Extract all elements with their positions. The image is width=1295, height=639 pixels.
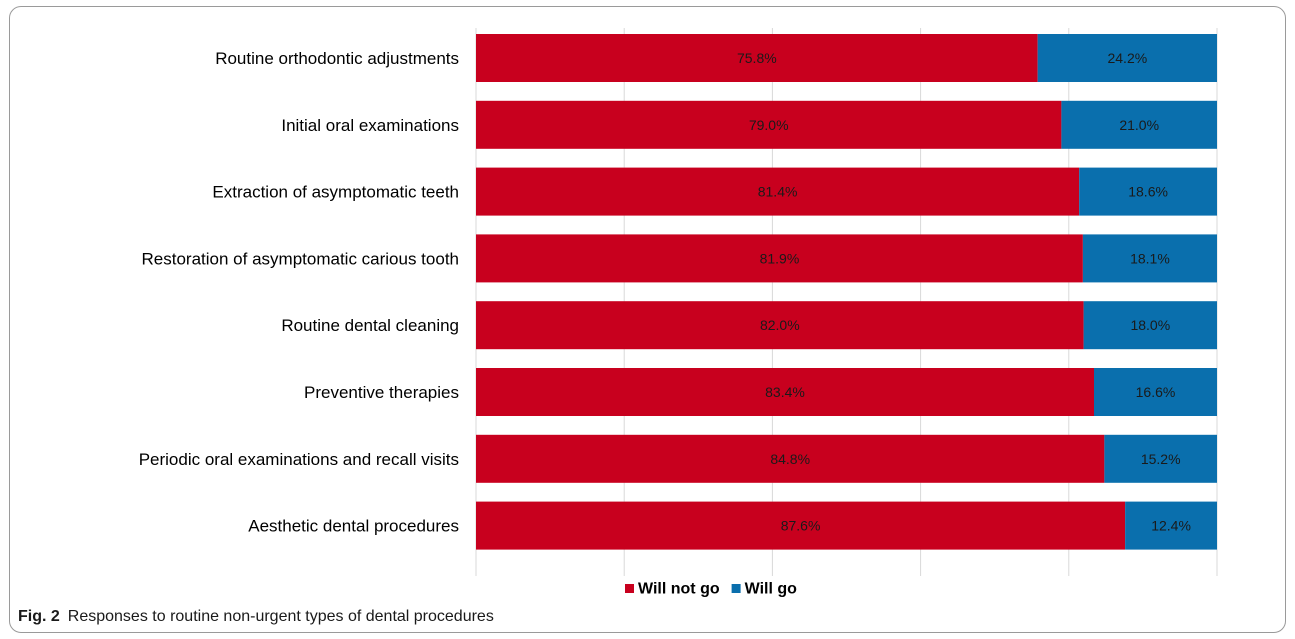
category-label: Restoration of asymptomatic carious toot… bbox=[142, 249, 459, 268]
data-label: 21.0% bbox=[1119, 117, 1159, 133]
figure-label: Fig. 2 bbox=[18, 608, 60, 625]
bar-will-go bbox=[1037, 34, 1217, 82]
labels: Routine orthodontic adjustments 75.8% 24.2… bbox=[139, 49, 1191, 536]
bar-will-not-go bbox=[476, 234, 1083, 283]
data-label: 18.6% bbox=[1128, 184, 1168, 200]
data-label: 15.2% bbox=[1141, 451, 1181, 467]
data-label: 18.1% bbox=[1130, 250, 1170, 266]
bar-will-not-go bbox=[476, 501, 1126, 550]
data-label: 81.9% bbox=[760, 250, 800, 266]
data-label: 75.8% bbox=[737, 50, 777, 66]
data-label: 81.4% bbox=[758, 184, 798, 200]
category-label: Routine orthodontic adjustments bbox=[215, 49, 459, 68]
figure-caption: Fig. 2 Responses to routine non-urgent ty… bbox=[18, 608, 494, 626]
data-label: 12.4% bbox=[1151, 518, 1191, 534]
bar-will-go bbox=[1061, 100, 1217, 149]
data-label: 79.0% bbox=[749, 117, 789, 133]
bar-will-go bbox=[1082, 234, 1217, 283]
bar-will-not-go bbox=[476, 34, 1038, 82]
category-label: Aesthetic dental procedures bbox=[248, 517, 459, 536]
bar-will-not-go bbox=[476, 301, 1084, 350]
bar-will-not-go bbox=[476, 434, 1105, 483]
data-label: 16.6% bbox=[1136, 384, 1176, 400]
category-label: Routine dental cleaning bbox=[281, 316, 459, 335]
legend-swatch bbox=[731, 584, 741, 593]
data-label: 82.0% bbox=[760, 317, 800, 333]
data-label: 87.6% bbox=[781, 518, 821, 534]
category-label: Extraction of asymptomatic teeth bbox=[212, 183, 459, 202]
bar-will-not-go bbox=[476, 167, 1080, 216]
bar-will-go bbox=[1125, 501, 1217, 550]
caption-text: Responses to routine non-urgent types of… bbox=[67, 608, 494, 625]
bar-will-not-go bbox=[476, 368, 1094, 416]
bar-will-go bbox=[1083, 301, 1217, 350]
legend-label: Will not go bbox=[638, 581, 720, 598]
bar-will-go bbox=[1093, 368, 1217, 416]
bar-will-go bbox=[1104, 434, 1217, 483]
legend: Will not go Will go bbox=[625, 581, 797, 598]
data-label: 24.2% bbox=[1107, 50, 1147, 66]
category-label: Preventive therapies bbox=[304, 383, 459, 402]
data-label: 84.8% bbox=[770, 451, 810, 467]
legend-swatch bbox=[625, 584, 634, 593]
bars bbox=[476, 34, 1217, 550]
data-label: 18.0% bbox=[1130, 317, 1170, 333]
legend-label: Will go bbox=[745, 581, 798, 598]
data-label: 83.4% bbox=[765, 384, 805, 400]
bar-will-go bbox=[1079, 167, 1217, 216]
bar-will-not-go bbox=[476, 100, 1062, 149]
category-label: Periodic oral examinations and recall vi… bbox=[139, 450, 459, 469]
bar-chart: Routine orthodontic adjustments 75.8% 24.2… bbox=[139, 28, 1218, 598]
category-label: Initial oral examinations bbox=[281, 116, 459, 135]
